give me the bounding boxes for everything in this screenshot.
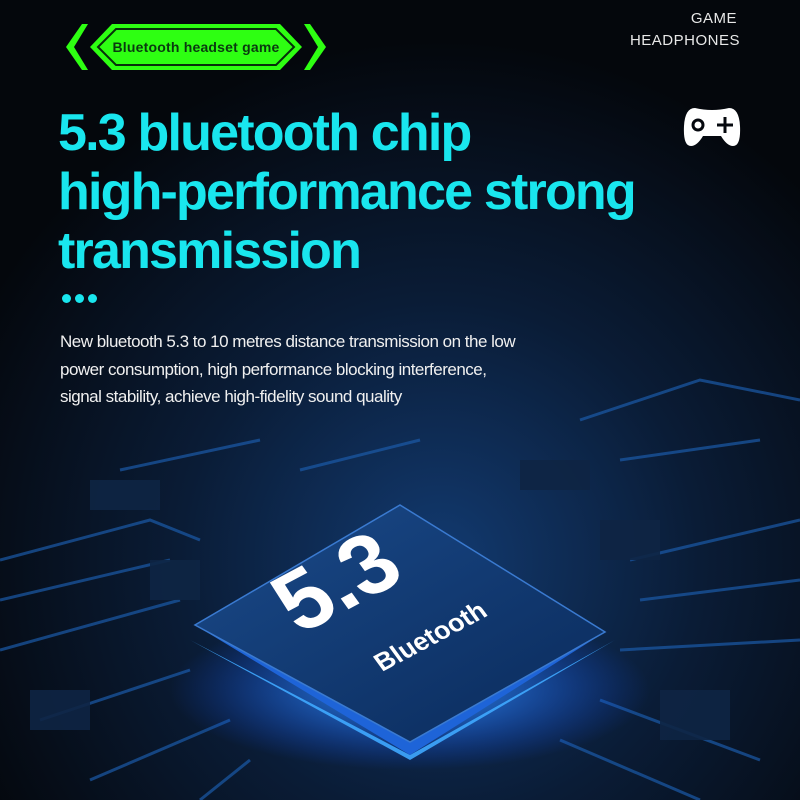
- headline-line: high-performance strong: [58, 163, 637, 221]
- description-line: signal stability, achieve high-fidelity …: [60, 387, 402, 406]
- headline-line: transmission: [58, 222, 362, 280]
- corner-line-1: GAME: [690, 10, 737, 27]
- badge-frame: [66, 24, 326, 70]
- headline-line: 5.3 bluetooth chip: [58, 104, 472, 162]
- gamepad-icon: [683, 108, 741, 146]
- headline: 5.3 bluetooth chip high-performance stro…: [58, 104, 637, 281]
- brand-corner: GAME HEADPHONES: [630, 8, 740, 52]
- bluetooth-chip: [193, 504, 607, 743]
- ellipsis-dots: [62, 290, 101, 308]
- description-line: power consumption, high performance bloc…: [60, 359, 487, 379]
- badge-label: Bluetooth headset game: [112, 39, 280, 55]
- description-line: New bluetooth 5.3 to 10 metres distance …: [60, 332, 516, 351]
- corner-line-2: HEADPHONES: [629, 32, 740, 49]
- description: New bluetooth 5.3 to 10 metres distance …: [60, 328, 516, 411]
- chip-version: 5.3: [253, 513, 419, 651]
